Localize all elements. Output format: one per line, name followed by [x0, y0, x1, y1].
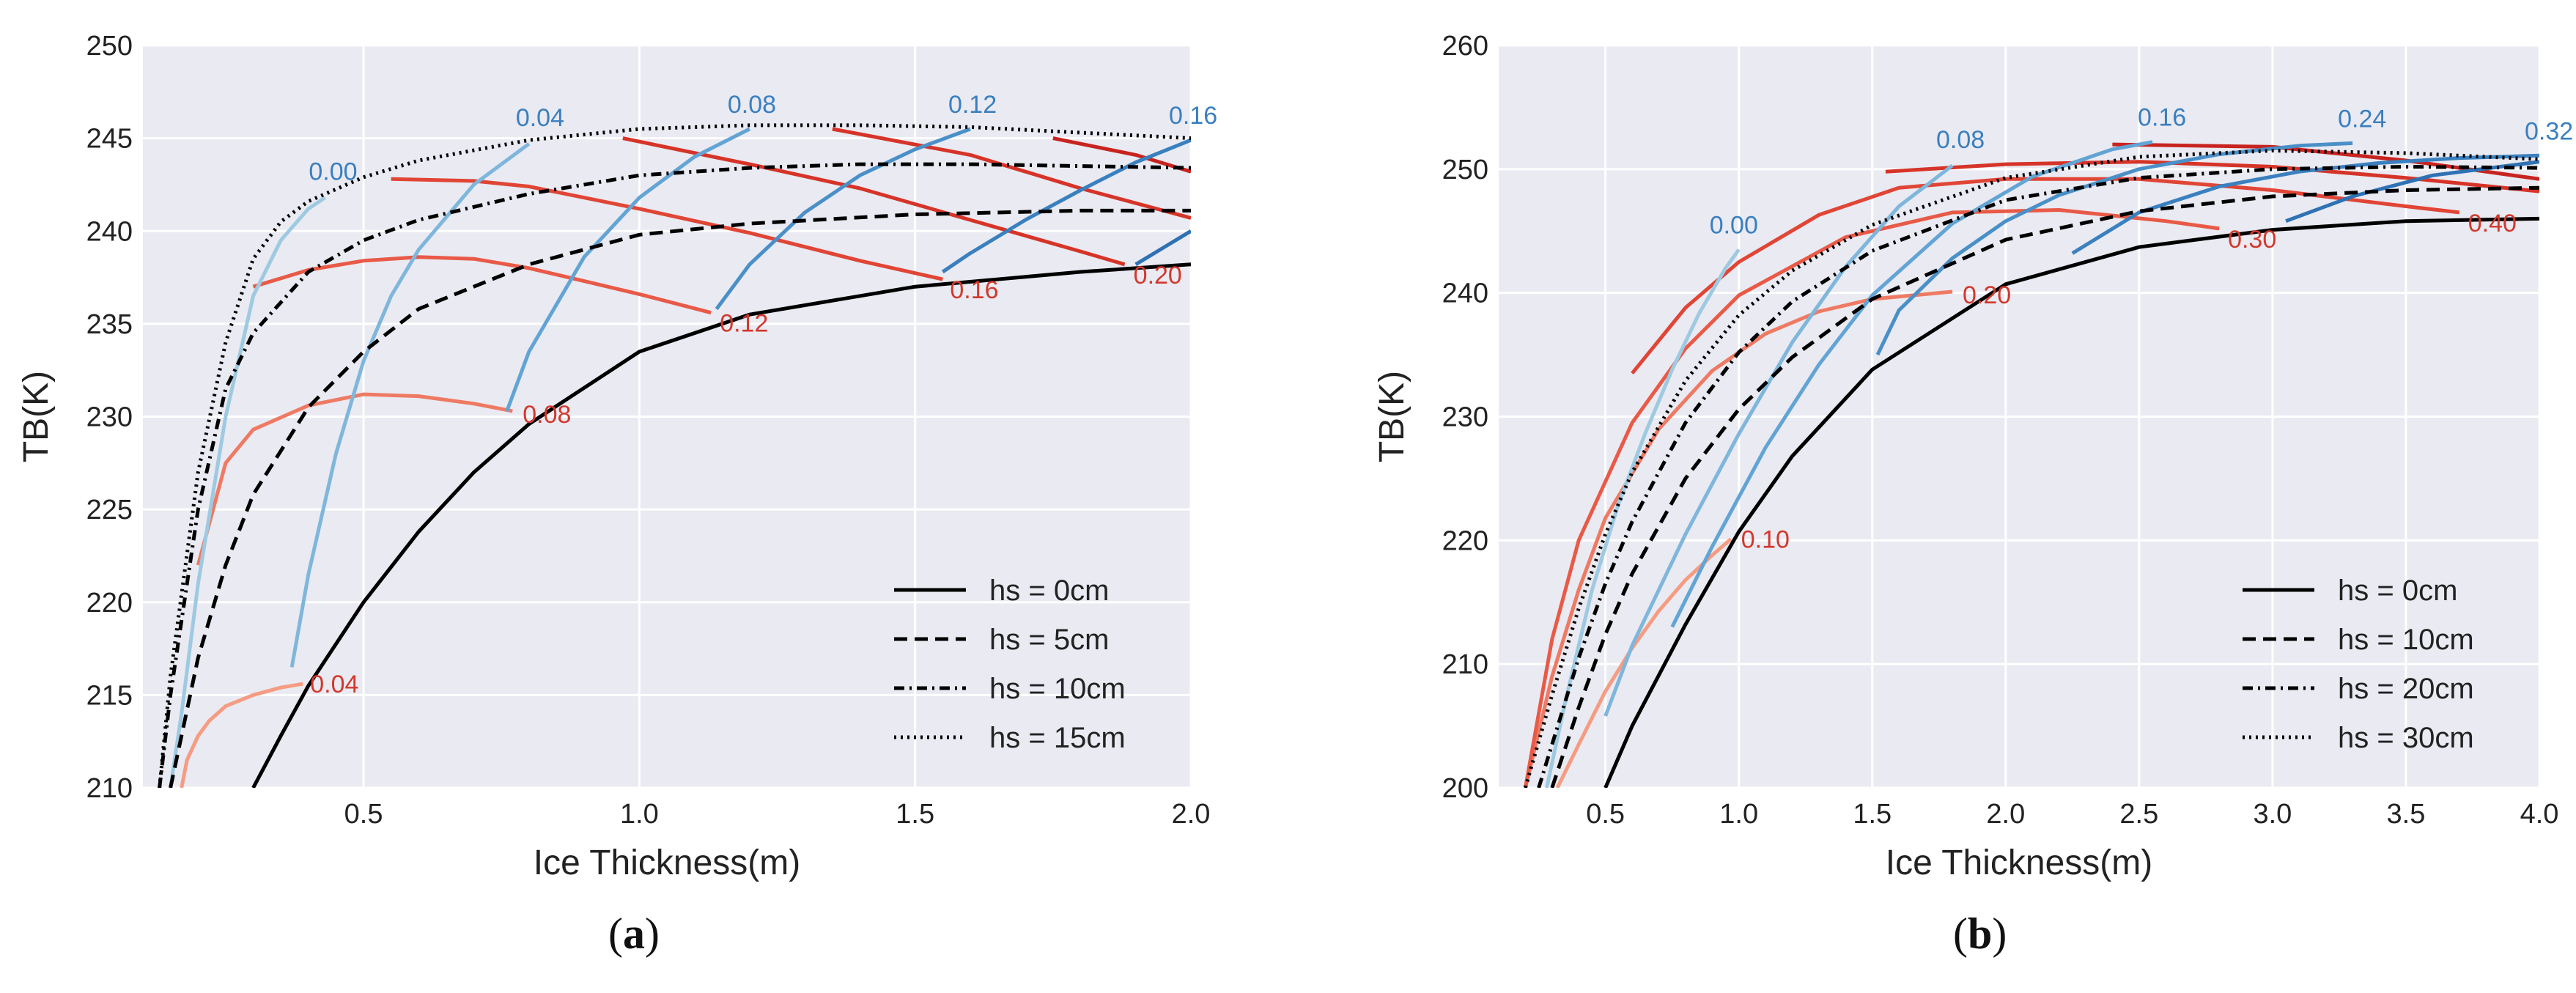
snow-salinity-label: 0.08	[523, 401, 571, 429]
series-line	[169, 208, 1191, 788]
chart-panel-a: 0.5 1.0 1.5 2.0 210 215 220 225 230 235 240 245 250 I…	[17, 31, 1217, 882]
snow-salinity-line	[252, 255, 712, 315]
x-tick-label: 2.0	[1986, 799, 2025, 830]
series-line	[1603, 216, 2539, 788]
ice-salinity-line	[1670, 140, 2153, 628]
ice-salinity-line	[2071, 153, 2539, 255]
x-tick-label: 0.5	[344, 799, 383, 830]
y-tick-label: 250	[1442, 155, 1488, 185]
y-tick-label: 230	[86, 402, 133, 433]
snow-salinity-label: 0.12	[720, 310, 768, 338]
snow-salinity-line	[622, 136, 1126, 267]
ice-salinity-label: 0.00	[1710, 212, 1758, 240]
y-tick-label: 225	[86, 495, 133, 525]
caption-b: (b)	[1953, 909, 2007, 958]
snow-salinity-line	[1885, 160, 2539, 193]
series-line	[1550, 185, 2539, 788]
legend-label: hs = 30cm	[2338, 722, 2474, 754]
x-axis-title: Ice Thickness(m)	[1886, 844, 2153, 882]
curves-group	[158, 123, 1191, 788]
y-tick-label: 245	[86, 124, 133, 155]
x-tick-label: 2.5	[2119, 799, 2158, 830]
snow-salinity-line	[1631, 177, 2460, 374]
ice-salinity-line	[505, 127, 751, 412]
snow-salinity-line	[1523, 289, 1953, 788]
legend-label: hs = 5cm	[989, 624, 1109, 656]
snow-salinity-label: 0.20	[1963, 281, 2011, 309]
x-tick-label: 3.0	[2253, 799, 2292, 830]
ice-salinity-label: 0.24	[2338, 105, 2386, 133]
snow-salinity-line	[832, 127, 1191, 220]
ice-salinity-line	[1603, 163, 1954, 717]
y-tick-label: 260	[1442, 31, 1488, 62]
y-tick-label: 250	[86, 31, 133, 62]
ice-salinity-label: 0.16	[2138, 104, 2186, 132]
ice-salinity-label: 0.04	[516, 104, 564, 132]
legend-label: hs = 0cm	[2338, 575, 2457, 607]
legend-label: hs = 10cm	[989, 673, 1126, 705]
snow-salinity-line	[196, 392, 513, 566]
snow-salinity-line	[1052, 136, 1191, 174]
x-tick-label: 1.5	[896, 799, 934, 830]
y-tick-label: 230	[1442, 402, 1488, 433]
snow-salinity-label: 0.20	[1134, 262, 1182, 289]
ice-salinity-label: 0.08	[1936, 126, 1985, 154]
legend-label: hs = 0cm	[989, 575, 1109, 607]
x-tick-label: 1.0	[1719, 799, 1758, 830]
x-tick-label: 1.0	[620, 799, 659, 830]
y-tick-label: 240	[86, 216, 133, 247]
y-tick-label: 200	[1442, 773, 1488, 804]
ice-salinity-line	[1545, 248, 1741, 788]
snow-salinity-label: 0.16	[950, 276, 998, 304]
chart-panel-b: 0.5 1.0 1.5 2.0 2.5 3.0 3.5 4.0 200 210 220 230 240 2…	[1373, 31, 2573, 882]
y-axis-title: TB(K)	[1373, 371, 1411, 462]
y-axis-title: TB(K)	[17, 371, 56, 462]
legend-label: hs = 10cm	[2338, 624, 2474, 656]
ice-salinity-label: 0.08	[728, 91, 776, 119]
ice-salinity-line	[169, 196, 326, 788]
ice-salinity-label: 0.00	[309, 158, 357, 186]
caption-a: (a)	[608, 909, 660, 958]
snow-salinity-label: 0.30	[2228, 226, 2276, 254]
snow-salinity-line	[391, 177, 943, 281]
ice-salinity-line	[289, 142, 531, 668]
y-tick-label: 210	[86, 773, 133, 804]
y-tick-label: 220	[1442, 525, 1488, 556]
x-tick-label: 3.5	[2387, 799, 2426, 830]
y-tick-label: 235	[86, 309, 133, 340]
curves-group	[1523, 140, 2539, 788]
ice-salinity-line	[1134, 229, 1191, 266]
series-line	[251, 262, 1191, 788]
legend-label: hs = 20cm	[2338, 673, 2474, 705]
y-tick-label: 240	[1442, 278, 1488, 309]
ice-salinity-line	[1875, 141, 2353, 356]
y-tick-label: 210	[1442, 649, 1488, 680]
legend-label: hs = 15cm	[989, 722, 1126, 754]
ice-salinity-label: 0.32	[2525, 117, 2573, 145]
x-tick-label: 2.0	[1172, 799, 1211, 830]
x-tick-label: 1.5	[1853, 799, 1892, 830]
snow-salinity-label: 0.04	[310, 671, 358, 698]
snow-salinity-line	[180, 682, 303, 788]
x-axis-title: Ice Thickness(m)	[534, 844, 801, 882]
snow-salinity-label: 0.10	[1741, 526, 1790, 554]
ice-salinity-label: 0.12	[948, 91, 997, 119]
y-tick-label: 215	[86, 680, 133, 711]
x-tick-label: 0.5	[1586, 799, 1625, 830]
ice-salinity-line	[941, 138, 1191, 274]
x-tick-label: 4.0	[2520, 799, 2559, 830]
ice-salinity-label: 0.16	[1169, 102, 1217, 130]
snow-salinity-label: 0.40	[2468, 210, 2517, 237]
y-tick-label: 220	[86, 588, 133, 619]
ice-salinity-line	[715, 127, 971, 311]
series-line	[158, 162, 1191, 788]
snow-salinity-line	[1523, 208, 2220, 788]
series-line	[158, 123, 1191, 788]
